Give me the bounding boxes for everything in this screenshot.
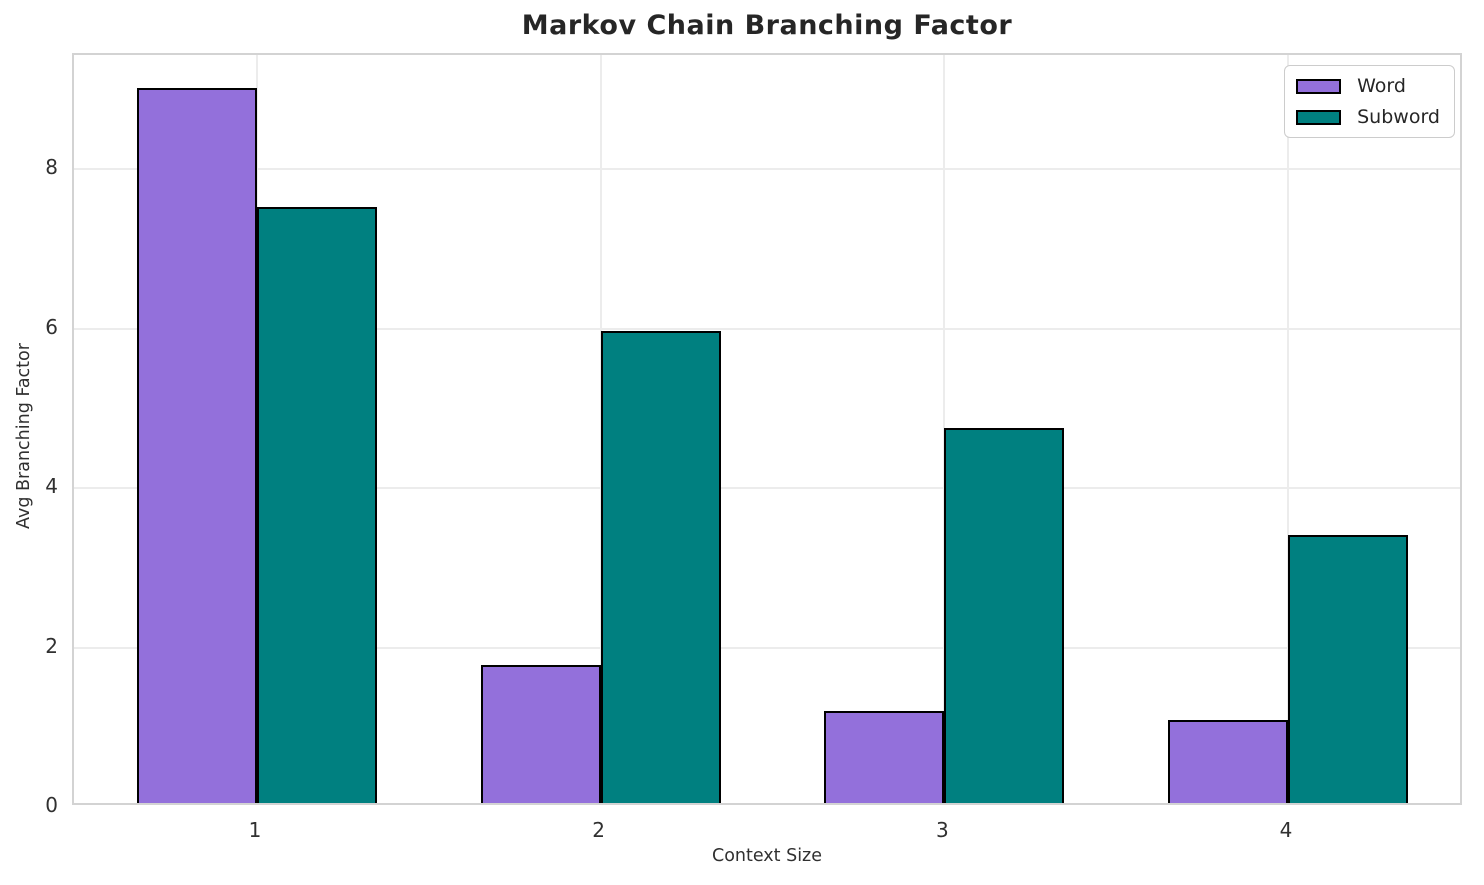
- plot-area: Word Subword: [72, 53, 1462, 805]
- y-tick-label: 6: [45, 314, 58, 339]
- bar-subword-3: [944, 428, 1065, 803]
- bar-word-4: [1168, 720, 1288, 803]
- legend: Word Subword: [1284, 65, 1455, 138]
- h-gridline: [74, 168, 1460, 171]
- bar-subword-2: [600, 330, 721, 803]
- bar-subword-4: [1288, 535, 1408, 803]
- x-tick-label: 1: [248, 818, 262, 842]
- h-gridline: [74, 487, 1460, 490]
- h-gridline: [74, 646, 1460, 649]
- legend-label-subword: Subword: [1357, 106, 1440, 128]
- chart-title: Markov Chain Branching Factor: [521, 10, 1013, 41]
- y-tick-label: 4: [45, 474, 58, 499]
- x-axis-label: Context Size: [711, 846, 823, 866]
- bar-word-1: [137, 87, 257, 803]
- x-tick-label: 4: [1279, 818, 1293, 842]
- bar-word-3: [824, 711, 945, 803]
- v-gridline: [1287, 55, 1289, 803]
- word-swatch-icon: [1296, 78, 1342, 94]
- y-tick-label: 8: [45, 155, 58, 180]
- y-tick-label: 2: [45, 633, 58, 658]
- y-tick-label: 0: [45, 793, 58, 817]
- legend-label-word: Word: [1357, 75, 1406, 97]
- x-tick-label: 2: [592, 818, 606, 842]
- y-axis-label: Avg Branching Factor: [14, 343, 34, 529]
- bar-word-2: [480, 665, 601, 803]
- legend-item-word: Word: [1296, 75, 1440, 97]
- subword-swatch-icon: [1296, 109, 1342, 125]
- legend-item-subword: Subword: [1296, 106, 1440, 128]
- bar-subword-1: [257, 207, 377, 803]
- x-tick-label: 3: [935, 818, 949, 842]
- h-gridline: [74, 327, 1460, 330]
